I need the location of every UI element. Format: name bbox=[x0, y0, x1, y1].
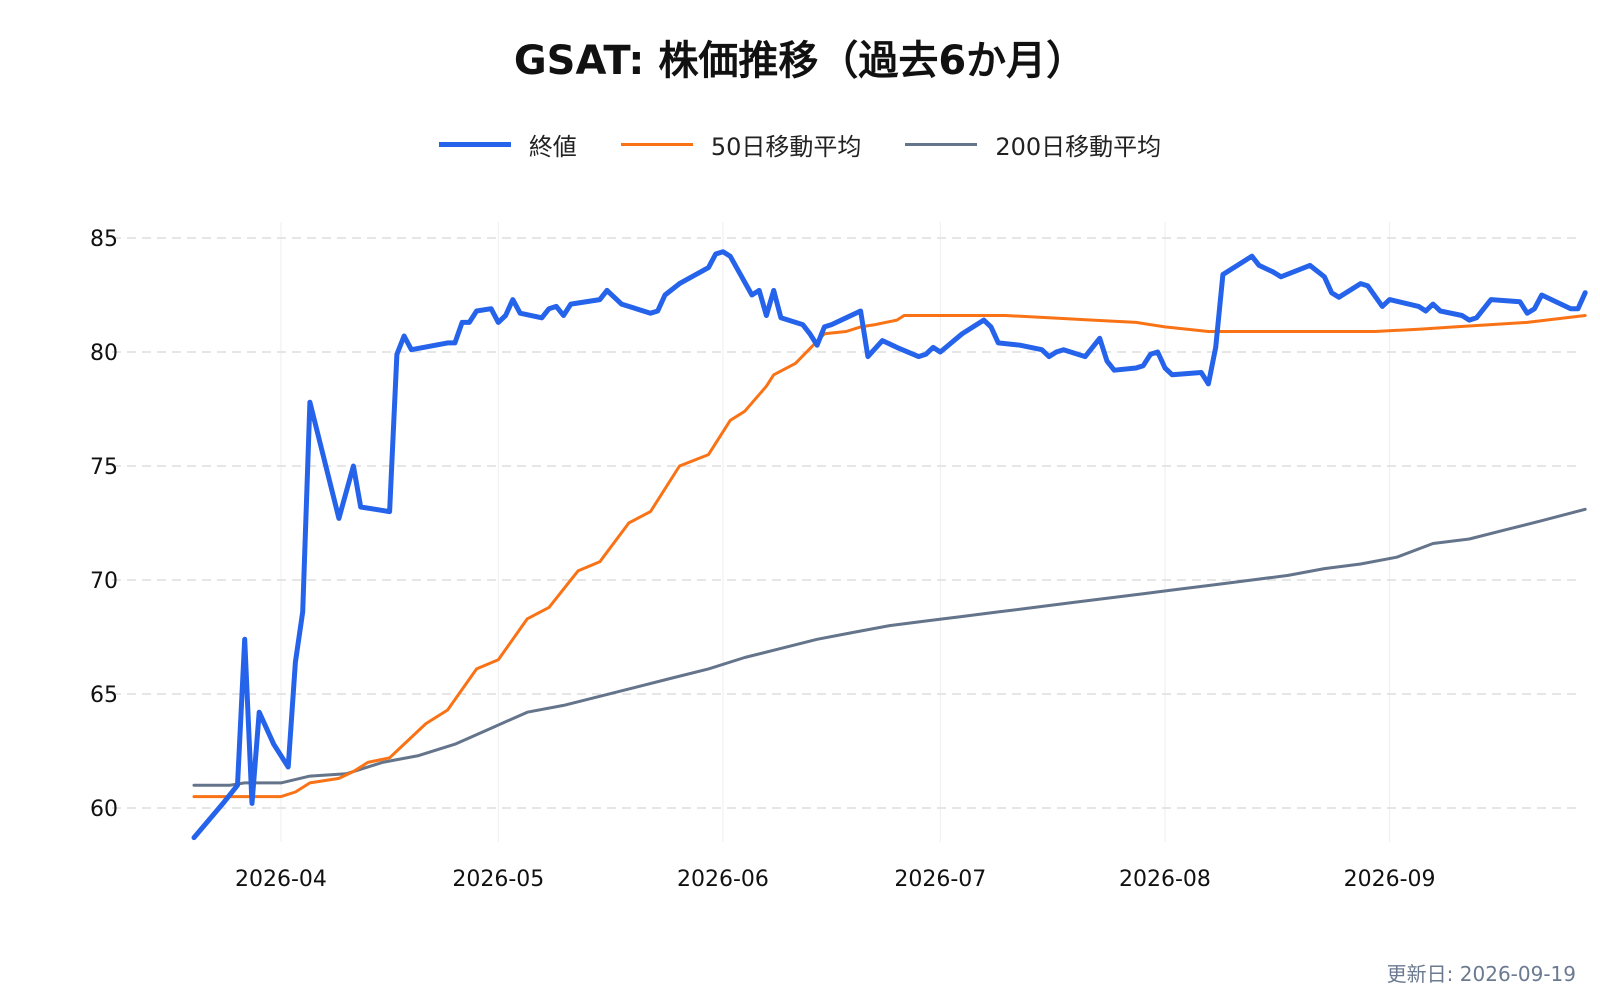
x-tick-label: 2026-08 bbox=[1119, 867, 1211, 892]
legend-label-ma50: 50日移動平均 bbox=[710, 132, 862, 161]
legend-swatch-ma200 bbox=[905, 142, 978, 146]
y-tick-label: 65 bbox=[90, 683, 118, 708]
y-tick-label: 85 bbox=[90, 227, 118, 252]
chart-title: GSAT: 株価推移（過去6か月） bbox=[513, 38, 1087, 84]
series-line-ma50[interactable] bbox=[192, 314, 1587, 799]
y-tick-label: 75 bbox=[90, 455, 118, 480]
legend-item-close[interactable]: 終値 bbox=[438, 127, 577, 162]
series-line-ma200[interactable] bbox=[192, 507, 1587, 787]
series-line-close[interactable] bbox=[191, 249, 1588, 841]
y-tick-label: 80 bbox=[90, 341, 118, 366]
y-tick-label: 70 bbox=[90, 569, 118, 594]
legend-item-ma200[interactable]: 200日移動平均 bbox=[905, 127, 1161, 162]
x-tick-label: 2026-06 bbox=[677, 867, 769, 892]
x-tick-label: 2026-07 bbox=[894, 867, 986, 892]
chart-legend: 終値 50日移動平均 200日移動平均 bbox=[0, 124, 1600, 164]
legend-swatch-close bbox=[438, 141, 511, 147]
x-tick-label: 2026-04 bbox=[235, 867, 327, 892]
legend-label-close: 終値 bbox=[528, 132, 577, 161]
legend-label-ma200: 200日移動平均 bbox=[995, 132, 1162, 161]
legend-item-ma50[interactable]: 50日移動平均 bbox=[620, 127, 862, 162]
y-tick-label: 60 bbox=[90, 797, 118, 822]
series-layer bbox=[191, 249, 1588, 841]
updated-date: 更新日: 2026-09-19 bbox=[1386, 962, 1576, 986]
axis-layer: 2026-04 2026-05 2026-06 2026-07 2026-08 2026-… bbox=[90, 227, 1436, 892]
legend-swatch-ma50 bbox=[620, 142, 693, 146]
x-tick-label: 2026-05 bbox=[452, 867, 544, 892]
x-tick-label: 2026-09 bbox=[1344, 867, 1436, 892]
grid-layer bbox=[112, 222, 1580, 842]
